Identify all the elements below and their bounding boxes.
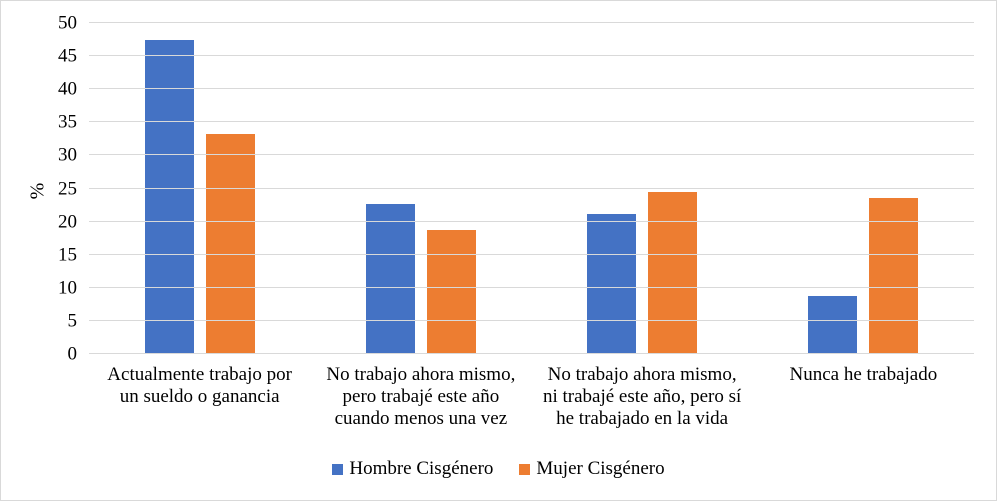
y-tick-label: 0 bbox=[67, 343, 78, 365]
x-axis-labels: Actualmente trabajo por un sueldo o ganan… bbox=[89, 364, 974, 430]
category-label-line: ni trabajé este año, pero sí bbox=[542, 386, 742, 407]
gridline bbox=[89, 22, 974, 23]
bar-group bbox=[310, 23, 531, 354]
bar-groups bbox=[89, 23, 974, 354]
legend-label: Hombre Cisgénero bbox=[349, 458, 494, 479]
y-tick-label: 50 bbox=[58, 12, 77, 34]
category-label-line: pero trabajé este año bbox=[342, 386, 500, 407]
category-label-line: No trabajo ahora mismo, bbox=[326, 364, 516, 385]
bar-mujer-cisgénero bbox=[205, 134, 255, 354]
gridline bbox=[89, 154, 974, 156]
y-tick-label: 5 bbox=[67, 310, 78, 332]
gridline bbox=[89, 286, 974, 288]
category-label: Nunca he trabajado bbox=[753, 364, 974, 430]
category-label-line: he trabajado en la vida bbox=[556, 408, 729, 429]
bar-mujer-cisgénero bbox=[426, 229, 476, 354]
y-axis: 0 5 10 15 20 25 30 35 40 45 50 bbox=[1, 14, 79, 364]
legend-label: Mujer Cisgénero bbox=[536, 458, 665, 479]
bar-group bbox=[89, 23, 310, 354]
legend-item: Hombre Cisgénero bbox=[332, 458, 493, 480]
gridline bbox=[89, 88, 974, 90]
bar-group bbox=[532, 23, 753, 354]
bar-mujer-cisgénero bbox=[648, 192, 698, 354]
bar-hombre-cisgénero bbox=[365, 203, 415, 354]
gridline bbox=[89, 121, 974, 123]
category-label: No trabajo ahora mismo, ni trabajé este a… bbox=[532, 364, 753, 430]
y-tick-label: 15 bbox=[58, 244, 77, 266]
y-tick-label: 30 bbox=[58, 144, 77, 166]
legend-swatch-icon bbox=[332, 463, 344, 475]
y-tick-label: 45 bbox=[58, 45, 77, 67]
legend-swatch-icon bbox=[519, 463, 531, 475]
bar-mujer-cisgénero bbox=[869, 198, 919, 354]
y-tick-label: 20 bbox=[58, 211, 77, 233]
gridline bbox=[89, 220, 974, 222]
legend-item: Mujer Cisgénero bbox=[519, 458, 665, 480]
y-tick-label: 40 bbox=[58, 78, 77, 100]
gridline bbox=[89, 187, 974, 189]
category-label: No trabajo ahora mismo, pero trabajé este… bbox=[310, 364, 531, 430]
y-tick-label: 10 bbox=[58, 277, 77, 299]
gridline bbox=[89, 253, 974, 255]
gridline bbox=[89, 353, 974, 354]
category-label-line: un sueldo o ganancia bbox=[119, 386, 280, 407]
bar-hombre-cisgénero bbox=[144, 39, 194, 354]
category-label-line: No trabajo ahora mismo, bbox=[547, 364, 737, 385]
plot-area bbox=[89, 22, 974, 354]
bar-group bbox=[753, 23, 974, 354]
bar-hombre-cisgénero bbox=[587, 213, 637, 354]
y-tick-label: 25 bbox=[58, 178, 77, 199]
category-label-line: Nunca he trabajado bbox=[789, 364, 938, 385]
gridline bbox=[89, 319, 974, 321]
bar-hombre-cisgénero bbox=[808, 295, 858, 354]
legend: Hombre Cisgénero Mujer Cisgénero bbox=[1, 456, 996, 482]
y-tick-label: 35 bbox=[58, 111, 77, 133]
category-label-line: Actualmente trabajo por bbox=[107, 364, 292, 385]
category-label: Actualmente trabajo por un sueldo o ganan… bbox=[89, 364, 310, 430]
category-label-line: cuando menos una vez bbox=[334, 408, 508, 429]
gridline bbox=[89, 55, 974, 57]
